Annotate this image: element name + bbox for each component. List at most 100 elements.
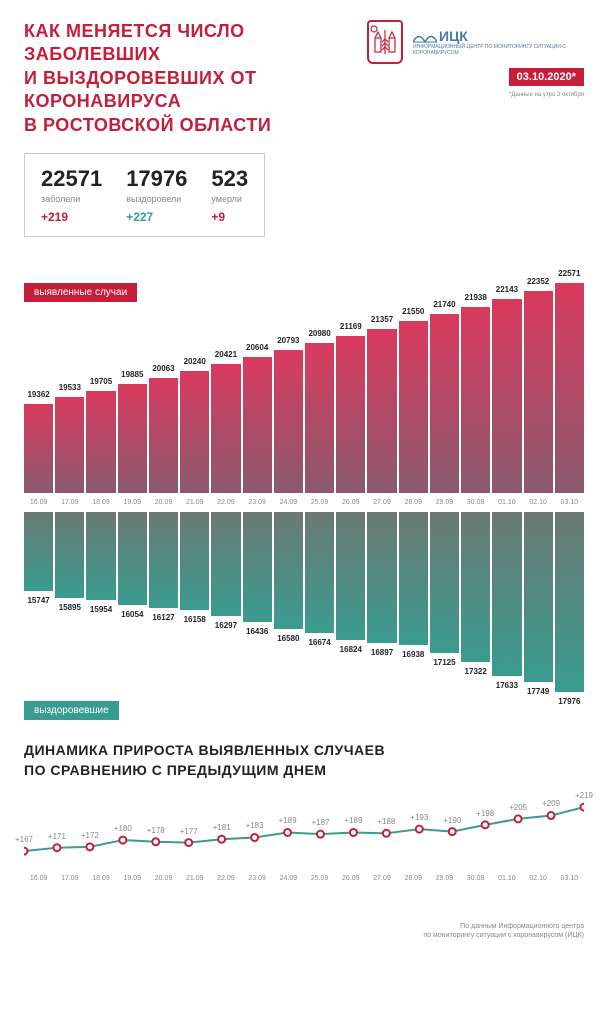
date-label: 28.09 [399,499,428,506]
bar-down-value: 17125 [433,658,455,667]
bar-up-col: 19705 [86,391,115,493]
bar-down: 16824 [336,512,365,640]
bar-down: 15954 [86,512,115,600]
recovered-badge: выздоровевшие [24,701,119,720]
bar-up-value: 21169 [340,322,362,331]
bar-up: 19885 [118,384,147,493]
line-date-label: 18.09 [86,875,115,882]
bar-down-value: 16580 [277,634,299,643]
bar-up-col: 20793 [274,350,303,493]
bar-up-col: 19533 [55,397,84,492]
line-date-label: 30.09 [461,875,490,882]
bar-down-col: 16897 [367,512,396,643]
line-date-label: 25.09 [305,875,334,882]
stat-died-value: 523 [211,166,248,192]
footer-line-1: По данным Информационного центра [24,922,584,931]
line-value-label: +178 [147,826,165,835]
marker [24,848,28,855]
stat-died: 523 умерли +9 [211,166,248,224]
marker [383,830,390,837]
bar-down-value: 16436 [246,627,268,636]
marker [251,834,258,841]
bar-up: 21169 [336,336,365,493]
stat-infected: 22571 заболели +219 [41,166,102,224]
bar-down-col: 16158 [180,512,209,610]
trend-line [24,807,584,851]
line-value-label: +189 [279,816,297,825]
bar-up-value: 22143 [496,285,518,294]
bar-up: 19362 [24,404,53,493]
footer-line-2: по мониторингу ситуации с коронавирусом … [24,931,584,940]
bar-up: 20980 [305,343,334,493]
cases-badge: выявленные случаи [24,283,137,302]
bar-down: 16127 [149,512,178,608]
line-date-label: 24.09 [274,875,303,882]
section2-title-1: ДИНАМИКА ПРИРОСТА ВЫЯВЛЕННЫХ СЛУЧАЕВ [24,742,584,758]
line-value-label: +193 [410,813,428,822]
stat-recovered: 17976 выздоровели +227 [126,166,187,224]
bar-down-col: 16938 [399,512,428,645]
bar-down-value: 17322 [465,667,487,676]
wave-icon [413,29,437,43]
stat-died-label: умерли [211,194,248,204]
line-date-label: 21.09 [180,875,209,882]
marker [218,836,225,843]
bar-down-value: 16897 [371,648,393,657]
bar-up-col: 19362 [24,404,53,493]
bar-up-value: 21550 [402,307,424,316]
date-row: 16.0917.0918.0919.0920.0921.0922.0923.09… [24,499,584,506]
bar-down-value: 16824 [340,645,362,654]
stat-infected-delta: +219 [41,210,102,224]
bar-down-col: 15954 [86,512,115,600]
stat-infected-label: заболели [41,194,102,204]
marker [317,831,324,838]
bar-down-col: 17749 [524,512,553,682]
bar-up-value: 21938 [465,293,487,302]
bar-up: 22571 [555,283,584,493]
bar-down: 16580 [274,512,303,629]
stat-recovered-label: выздоровели [126,194,187,204]
line-date-label: 01.10 [492,875,521,882]
line-date-label: 22.09 [211,875,240,882]
marker [482,821,489,828]
date-note: *Данные на утро 3 октября [509,92,584,98]
line-value-label: +183 [246,821,264,830]
bar-up: 21550 [399,321,428,493]
bar-up-col: 21550 [399,321,428,493]
line-value-label: +180 [114,824,132,833]
line-date-label: 26.09 [336,875,365,882]
bar-up-value: 20793 [277,336,299,345]
bar-up: 21938 [461,307,490,493]
logo-row: ИЦК ИНФОРМАЦИОННЫЙ ЦЕНТР ПО МОНИТОРИНГУ … [367,20,584,64]
region-emblem-icon [367,20,403,64]
line-date-label: 20.09 [149,875,178,882]
bar-up-col: 21740 [430,314,459,493]
date-label: 20.09 [149,499,178,506]
date-label: 18.09 [86,499,115,506]
bar-up: 19705 [86,391,115,493]
line-date-label: 23.09 [243,875,272,882]
daily-increase-chart: +167+171+172+180+178+177+181+183+189+187… [24,792,584,892]
mirror-bar-chart: выявленные случаи 1936219533197051988520… [24,253,584,712]
bar-down: 16158 [180,512,209,610]
line-value-label: +190 [443,816,461,825]
bar-down-col: 16297 [211,512,240,616]
bar-up: 20063 [149,378,178,493]
date-label: 01.10 [492,499,521,506]
bar-down-value: 17633 [496,681,518,690]
header: КАК МЕНЯЕТСЯ ЧИСЛО ЗАБОЛЕВШИХ И ВЫЗДОРОВ… [24,20,584,137]
marker [284,829,291,836]
date-label: 30.09 [461,499,490,506]
bar-down: 15747 [24,512,53,591]
bar-down-value: 17749 [527,687,549,696]
line-value-label: +177 [180,827,198,836]
bar-down-col: 16824 [336,512,365,640]
bar-up: 20240 [180,371,209,493]
title-line-1: КАК МЕНЯЕТСЯ ЧИСЛО ЗАБОЛЕВШИХ [24,20,367,67]
bar-down-col: 17322 [461,512,490,662]
bar-up-value: 19705 [90,377,112,386]
bar-up: 21357 [367,329,396,493]
bar-down-value: 17976 [558,697,580,706]
bar-down-col: 17976 [555,512,584,692]
line-value-label: +205 [509,803,527,812]
